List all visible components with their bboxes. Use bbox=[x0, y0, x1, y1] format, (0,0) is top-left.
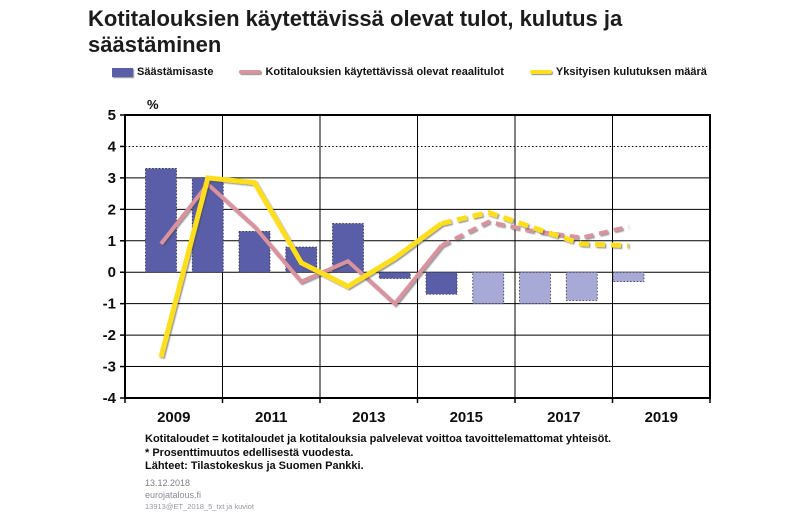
bar-2009 bbox=[145, 168, 177, 273]
svg-text:-2: -2 bbox=[103, 327, 116, 344]
bar-2019 bbox=[612, 271, 645, 283]
svg-text:1: 1 bbox=[108, 233, 116, 250]
line-swatch-icon bbox=[529, 70, 552, 74]
footnotes: Kotitaloudet = kotitaloudet ja kotitalou… bbox=[145, 433, 611, 474]
plot-border bbox=[124, 114, 711, 399]
legend-item-kulutus: Yksityisen kulutuksen määrä bbox=[529, 66, 707, 78]
legend-label: Kotitalouksien käytettävissä olevat reaa… bbox=[265, 66, 504, 78]
svg-text:3: 3 bbox=[108, 170, 116, 187]
site-link[interactable]: eurojatalous.fi bbox=[145, 490, 202, 500]
file-reference: 13913@ET_2018_5_txt ja kuviot bbox=[145, 502, 254, 511]
footnote-sources: Lähteet: Tilastokeskus ja Suomen Pankki. bbox=[145, 460, 364, 472]
svg-text:2019: 2019 bbox=[645, 409, 678, 426]
svg-text:2017: 2017 bbox=[547, 409, 580, 426]
bar-swatch-icon bbox=[112, 67, 133, 77]
svg-text:2011: 2011 bbox=[255, 409, 288, 426]
svg-text:4: 4 bbox=[108, 138, 117, 155]
footnote-percent-change: * Prosenttimuutos edellisestä vuodesta. bbox=[145, 446, 354, 459]
svg-text:2: 2 bbox=[108, 201, 116, 218]
bar-2014 bbox=[378, 271, 411, 279]
svg-text:%: % bbox=[147, 97, 159, 112]
chart-title: Kotitalouksien käytettävissä olevat tulo… bbox=[88, 6, 623, 57]
svg-text:5: 5 bbox=[108, 107, 116, 124]
smallprint: 13.12.2018 eurojatalous.fi 13913@ET_2018… bbox=[145, 477, 254, 513]
legend: Säästämisaste Kotitalouksien käytettävis… bbox=[112, 66, 707, 78]
line-swatch-icon bbox=[239, 70, 262, 74]
bar-2017 bbox=[519, 271, 551, 305]
svg-text:2009: 2009 bbox=[157, 409, 190, 426]
legend-item-reaalitulot: Kotitalouksien käytettävissä olevat reaa… bbox=[239, 66, 504, 78]
axis-labels: 5 4 3 2 1 0 -1 -2 -3 -4 2009 2011 2013 2015 2017 2019% bbox=[103, 97, 678, 426]
bar-2015 bbox=[425, 271, 458, 295]
footnote-definition: Kotitaloudet = kotitaloudet ja kotitalou… bbox=[145, 433, 612, 445]
legend-item-saastamisaste: Säästämisaste bbox=[112, 66, 213, 78]
legend-label: Yksityisen kulutuksen määrä bbox=[555, 66, 707, 78]
line-kulutus bbox=[158, 175, 629, 358]
line-reaalitulot bbox=[159, 181, 629, 307]
svg-text:-4: -4 bbox=[103, 390, 117, 407]
bar-2016 bbox=[472, 271, 505, 305]
legend-label: Säästämisaste bbox=[137, 66, 214, 78]
bar-2018 bbox=[565, 271, 598, 301]
combo-chart: 5 4 3 2 1 0 -1 -2 -3 -4 2009 2011 2013 2015 2017 2019% bbox=[103, 97, 711, 426]
svg-text:2013: 2013 bbox=[352, 409, 385, 426]
publication-date: 13.12.2018 bbox=[145, 478, 191, 488]
svg-text:-1: -1 bbox=[103, 296, 116, 313]
svg-text:2015: 2015 bbox=[450, 409, 483, 426]
bars-series-saastamisaste bbox=[145, 168, 645, 305]
svg-text:0: 0 bbox=[108, 264, 116, 281]
svg-text:-3: -3 bbox=[103, 359, 116, 376]
